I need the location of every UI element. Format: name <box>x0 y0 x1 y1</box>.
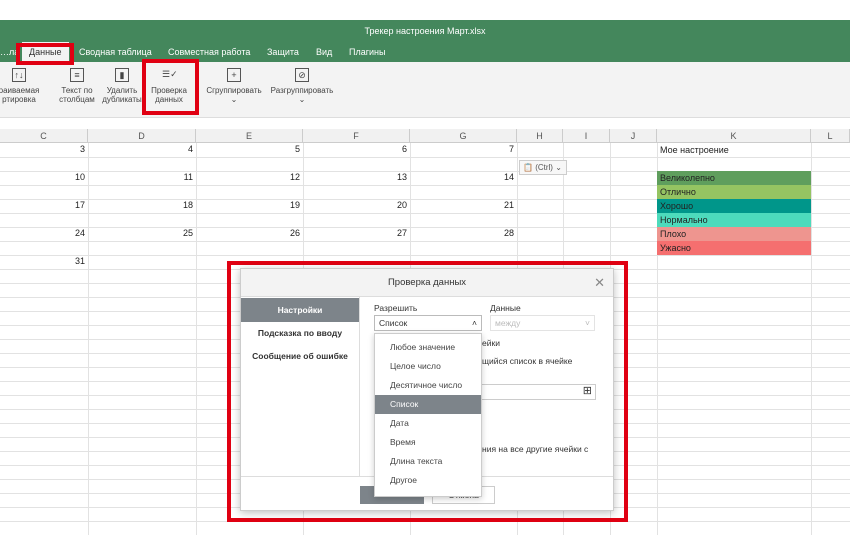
col-header[interactable]: C <box>0 129 88 143</box>
grid-row-line <box>0 199 850 200</box>
paste-icon: 📋 <box>523 163 533 172</box>
col-header[interactable]: F <box>303 129 410 143</box>
window-title: Трекер настроения Март.xlsx <box>0 20 850 42</box>
cell[interactable]: 17 <box>74 200 85 210</box>
cell[interactable]: 31 <box>74 256 85 266</box>
cell[interactable]: 12 <box>289 172 300 182</box>
group-icon: + <box>227 68 241 82</box>
menu-view[interactable]: Вид <box>316 47 333 57</box>
option-text-length[interactable]: Длина текста <box>390 456 443 466</box>
cell[interactable]: 27 <box>396 228 407 238</box>
grid-row-line <box>0 241 850 242</box>
source-input[interactable]: ⊞ <box>474 384 596 400</box>
menu-pivot[interactable]: Сводная таблица <box>79 47 152 57</box>
paste-options-button[interactable]: 📋 (Ctrl) ⌄ <box>519 160 567 175</box>
menu-protect[interactable]: Защита <box>267 47 299 57</box>
tab-error-alert[interactable]: Сообщение об ошибке <box>252 351 348 361</box>
col-header[interactable]: L <box>811 129 850 143</box>
custom-sort-button[interactable]: ↑↓ раиваемая ртировка <box>0 68 40 104</box>
grid-row-line <box>0 213 850 214</box>
option-decimal[interactable]: Десятичное число <box>390 380 463 390</box>
cell[interactable]: 13 <box>396 172 407 182</box>
highlight-validation-button <box>142 59 199 115</box>
show-dropdown-label: щийся список в ячейке <box>482 356 573 366</box>
highlight-dialog <box>227 261 628 522</box>
data-select[interactable]: между ˅ <box>490 315 595 331</box>
remove-duplicates-button[interactable]: ▮ Удалить дубликаты <box>102 68 142 104</box>
cell[interactable]: 20 <box>396 200 407 210</box>
option-whole[interactable]: Целое число <box>390 361 441 371</box>
mood-header[interactable]: Мое настроение <box>660 145 729 155</box>
cell[interactable]: 3 <box>79 144 85 154</box>
ungroup-icon: ⊘ <box>295 68 309 82</box>
chevron-down-icon: ˅ <box>585 318 590 328</box>
data-validation-button[interactable]: ☰✓ Проверка данных <box>151 69 187 104</box>
option-date[interactable]: Дата <box>390 418 409 428</box>
mood-cell[interactable]: Плохо <box>657 227 811 241</box>
cell[interactable]: 21 <box>503 200 514 210</box>
close-icon[interactable]: ✕ <box>594 275 605 290</box>
mood-cell[interactable]: Ужасно <box>657 241 811 255</box>
col-header[interactable]: J <box>610 129 657 143</box>
menu-collab[interactable]: Совместная работа <box>168 47 251 57</box>
cell[interactable]: 7 <box>508 144 514 154</box>
cell[interactable]: 10 <box>74 172 85 182</box>
text-columns-icon: ≡ <box>70 68 84 82</box>
dialog-title: Проверка данных <box>387 277 467 288</box>
cell[interactable]: 6 <box>401 144 407 154</box>
group-button[interactable]: + Сгруппировать ⌄ <box>206 68 262 104</box>
column-headers: C D E F G H I J K L <box>0 129 850 143</box>
option-list[interactable]: Список <box>375 395 481 414</box>
menu-plugins[interactable]: Плагины <box>349 47 386 57</box>
grid-row-line <box>0 255 850 256</box>
allow-dropdown-list: Любое значение Целое число Десятичное чи… <box>374 333 482 497</box>
option-custom[interactable]: Другое <box>390 475 418 485</box>
mood-cell[interactable]: Великолепно <box>657 171 811 185</box>
cell[interactable]: 5 <box>294 144 300 154</box>
cell[interactable]: 19 <box>289 200 300 210</box>
cell[interactable]: 18 <box>182 200 193 210</box>
grid-row-line <box>0 185 850 186</box>
grid-row-line <box>0 157 850 158</box>
cell[interactable]: 24 <box>74 228 85 238</box>
cell[interactable]: 14 <box>503 172 514 182</box>
ungroup-button[interactable]: ⊘ Разгруппировать ⌄ <box>270 68 334 104</box>
mood-cell[interactable]: Хорошо <box>657 199 811 213</box>
grid-row-line <box>0 227 850 228</box>
allow-select[interactable]: Список ˄ <box>374 315 482 331</box>
option-time[interactable]: Время <box>390 437 416 447</box>
mood-cell[interactable]: Отлично <box>657 185 811 199</box>
sort-icon: ↑↓ <box>12 68 26 82</box>
grid-row-line <box>0 171 850 172</box>
cell[interactable]: 4 <box>187 144 193 154</box>
text-to-columns-button[interactable]: ≡ Текст по столбцам <box>59 68 95 104</box>
menu-data[interactable]: Данные <box>22 42 69 62</box>
col-header[interactable]: D <box>88 129 196 143</box>
highlight-data-tab <box>16 43 74 65</box>
mood-cell[interactable]: Нормально <box>657 213 811 227</box>
duplicates-icon: ▮ <box>115 68 129 82</box>
menu-file[interactable]: …ла <box>0 47 20 57</box>
validation-icon: ☰✓ <box>162 69 178 79</box>
cell[interactable]: 28 <box>503 228 514 238</box>
col-header[interactable]: K <box>657 129 811 143</box>
chevron-up-icon: ˄ <box>472 318 477 328</box>
col-header[interactable]: I <box>563 129 610 143</box>
toolbar: ↑↓ раиваемая ртировка ≡ Текст по столбцам ▮ У… <box>0 62 850 118</box>
col-header[interactable]: H <box>517 129 563 143</box>
allow-label: Разрешить <box>374 303 418 313</box>
apply-all-label: ния на все другие ячейки с <box>482 444 589 454</box>
cell[interactable]: 11 <box>183 172 193 182</box>
data-label: Данные <box>490 303 521 313</box>
cell[interactable]: 26 <box>289 228 300 238</box>
col-header[interactable]: E <box>196 129 303 143</box>
range-select-icon[interactable]: ⊞ <box>582 385 592 397</box>
option-any[interactable]: Любое значение <box>390 342 456 352</box>
col-header[interactable]: G <box>410 129 517 143</box>
ignore-blank-label: ейки <box>482 338 500 348</box>
menu-bar: …ла Данные Сводная таблица Совместная ра… <box>0 42 850 62</box>
tab-settings[interactable]: Настройки <box>241 298 359 322</box>
cell[interactable]: 25 <box>182 228 193 238</box>
tab-input-message[interactable]: Подсказка по вводу <box>257 328 343 338</box>
